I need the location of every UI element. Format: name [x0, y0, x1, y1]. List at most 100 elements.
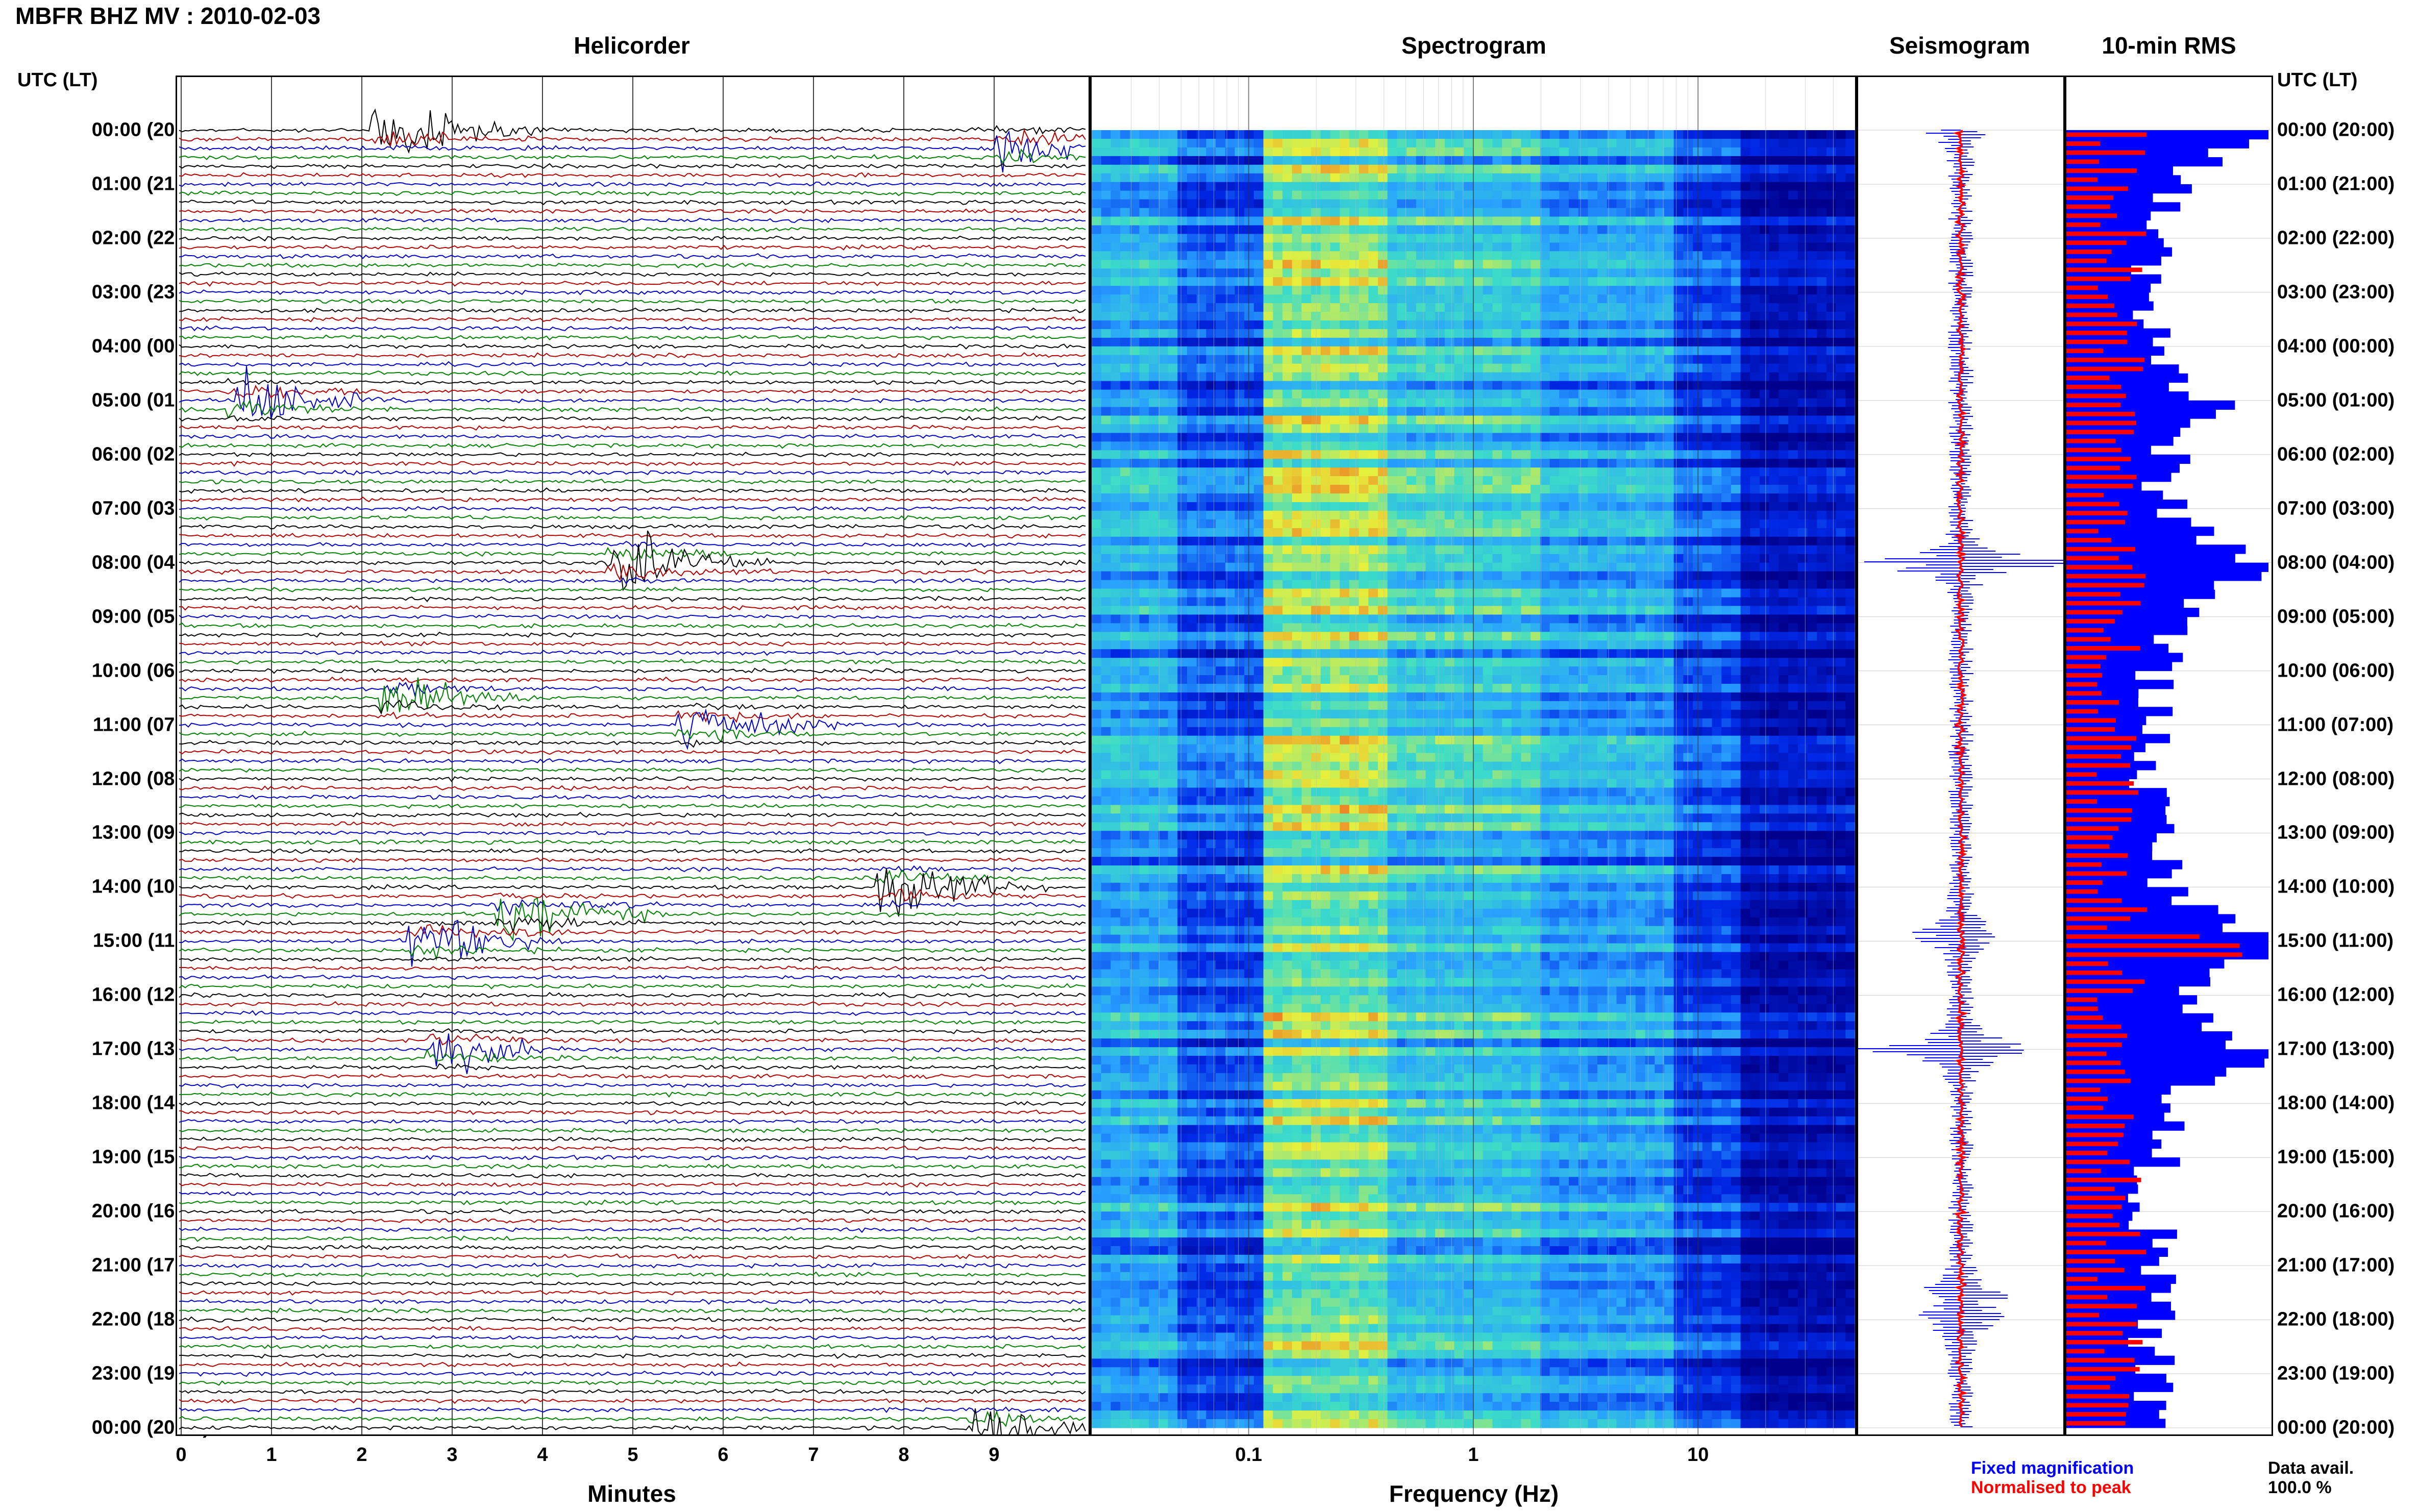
spectrogram-cell [1521, 623, 1532, 632]
spectrogram-cell [1512, 217, 1522, 226]
spectrogram-cell [1426, 485, 1436, 494]
spectrogram-cell [1454, 156, 1465, 165]
spectrogram-cell [1664, 467, 1674, 477]
spectrogram-cell [1788, 139, 1798, 148]
spectrogram-cell [1292, 546, 1302, 555]
spectrogram-cell [1340, 320, 1350, 330]
spectrogram-cell [1349, 563, 1360, 572]
spectrogram-cell [1206, 589, 1216, 598]
spectrogram-cell [1559, 528, 1569, 537]
spectrogram-cell [1550, 416, 1560, 425]
spectrogram-cell [1110, 528, 1121, 537]
spectrogram-cell [1636, 563, 1646, 572]
spectrogram-cell [1426, 373, 1436, 382]
spectrogram-cell [1140, 286, 1150, 295]
spectrogram-cell [1092, 286, 1102, 295]
spectrogram-cell [1378, 294, 1388, 304]
spectrogram-cell [1149, 416, 1159, 425]
spectrogram-cell [1435, 424, 1445, 433]
spectrogram-cell [1388, 364, 1398, 373]
spectrogram-cell [1454, 200, 1465, 209]
spectrogram-cell [1101, 346, 1112, 356]
spectrogram-cell [1435, 165, 1445, 174]
spectrogram-cell [1426, 294, 1436, 304]
spectrogram-cell [1502, 433, 1512, 442]
spectrogram-cell [1683, 572, 1693, 581]
spectrogram-cell [1808, 329, 1818, 338]
spectrogram-cell [1140, 546, 1150, 555]
spectrogram-cell [1750, 191, 1760, 200]
spectrogram-cell [1235, 441, 1245, 451]
spectrogram-cell [1492, 485, 1502, 494]
spectrogram-cell [1301, 640, 1312, 650]
spectrogram-cell [1779, 606, 1789, 615]
spectrogram-cell [1254, 320, 1264, 330]
spectrogram-cell [1473, 519, 1484, 529]
spectrogram-cell [1177, 441, 1188, 451]
spectrogram-cell [1664, 156, 1674, 165]
spectrogram-cell [1149, 528, 1159, 537]
spectrogram-cell [1158, 182, 1169, 191]
spectrogram-cell [1292, 346, 1302, 356]
spectrogram-cell [1426, 217, 1436, 226]
spectrogram-cell [1454, 502, 1465, 511]
spectrogram-cell [1540, 485, 1550, 494]
spectrogram-cell [1617, 546, 1627, 555]
spectrogram-cell [1235, 598, 1245, 607]
spectrogram-cell [1779, 476, 1789, 485]
spectrogram-cell [1617, 182, 1627, 191]
spectrogram-cell [1206, 572, 1216, 581]
spectrogram-cell [1206, 139, 1216, 148]
spectrogram-cell [1731, 416, 1741, 425]
spectrogram-cell [1292, 537, 1302, 546]
spectrogram-cell [1388, 312, 1398, 321]
spectrogram-cell [1206, 519, 1216, 529]
helicorder-trace [179, 200, 1085, 205]
spectrogram-cell [1158, 623, 1169, 632]
spectrogram-cell [1406, 459, 1417, 468]
spectrogram-cell [1779, 467, 1789, 477]
spectrogram-cell [1645, 303, 1656, 312]
spectrogram-cell [1187, 226, 1197, 235]
spectrogram-cell [1140, 485, 1150, 494]
spectrogram-cell [1359, 390, 1369, 399]
spectrogram-cell [1168, 441, 1178, 451]
spectrogram-cell [1550, 338, 1560, 347]
spectrogram-cell [1588, 277, 1598, 286]
spectrogram-cell [1454, 173, 1465, 183]
spectrogram-cell [1769, 528, 1780, 537]
spectrogram-cell [1235, 286, 1245, 295]
spectrogram-cell [1702, 589, 1713, 598]
spectrogram-cell [1349, 537, 1360, 546]
spectrogram-cell [1292, 191, 1302, 200]
spectrogram-cell [1521, 580, 1532, 589]
spectrogram-cell [1750, 355, 1760, 364]
spectrogram-cell [1406, 614, 1417, 624]
spectrogram-cell [1760, 364, 1770, 373]
spectrogram-cell [1617, 277, 1627, 286]
spectrogram-cell [1636, 217, 1646, 226]
spectrogram-cell [1473, 208, 1484, 217]
spectrogram-cell [1301, 511, 1312, 520]
spectrogram-cell [1301, 312, 1312, 321]
spectrogram-cell [1359, 632, 1369, 641]
spectrogram-cell [1702, 614, 1713, 624]
spectrogram-cell [1330, 346, 1341, 356]
spectrogram-cell [1416, 191, 1426, 200]
spectrogram-cell [1254, 606, 1264, 615]
spectrogram-cell [1617, 640, 1627, 650]
spectrogram-cell [1492, 467, 1502, 477]
spectrogram-title: Spectrogram [1401, 32, 1546, 59]
spectrogram-cell [1340, 614, 1350, 624]
spectrogram-cell [1264, 381, 1274, 390]
spectrogram-cell [1645, 251, 1656, 260]
spectrogram-cell [1779, 390, 1789, 399]
seismogram-title: Seismogram [1889, 32, 2030, 59]
spectrogram-cell [1349, 320, 1360, 330]
spectrogram-cell [1779, 147, 1789, 157]
spectrogram-cell [1578, 346, 1589, 356]
spectrogram-cell [1254, 268, 1264, 278]
spectrogram-cell [1531, 623, 1541, 632]
spectrogram-cell [1597, 407, 1608, 416]
spectrogram-cell [1817, 390, 1827, 399]
